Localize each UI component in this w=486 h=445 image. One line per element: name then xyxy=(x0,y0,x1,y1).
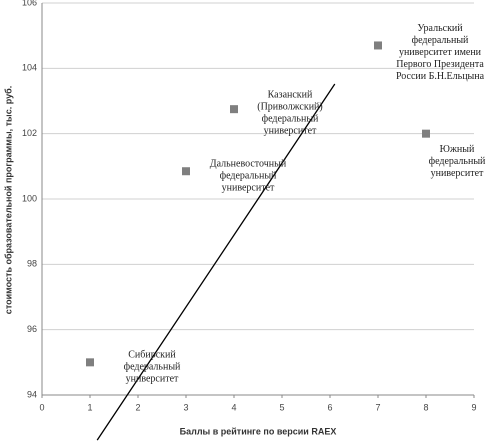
point-label: Сибирский xyxy=(128,350,176,361)
y-tick-label: 96 xyxy=(27,324,37,334)
point-label: федеральный xyxy=(124,362,181,373)
x-tick-label: 4 xyxy=(231,402,236,412)
point-label: России Б.Н.Ельцына xyxy=(396,71,485,82)
x-tick-label: 6 xyxy=(327,402,332,412)
point-label: Дальневосточный xyxy=(210,159,287,170)
point xyxy=(182,167,190,176)
point xyxy=(230,105,238,114)
x-tick-label: 8 xyxy=(423,402,428,412)
point xyxy=(86,358,94,367)
point-label: федеральный xyxy=(412,35,469,46)
y-tick-label: 98 xyxy=(27,259,37,269)
point-label: Казанский xyxy=(268,89,313,100)
point xyxy=(374,41,382,50)
point-label: университет xyxy=(431,168,484,179)
x-tick-label: 9 xyxy=(471,402,476,412)
x-tick-label: 5 xyxy=(279,402,284,412)
point-label: (Приволжский) xyxy=(257,101,322,112)
x-tick-label: 1 xyxy=(87,402,92,412)
y-tick-label: 106 xyxy=(22,0,37,7)
x-axis-title: Баллы в рейтинге по версии RAEX xyxy=(180,426,337,436)
point-label: университет xyxy=(222,183,275,194)
y-tick-label: 102 xyxy=(22,128,37,138)
point-label: университет xyxy=(264,125,317,136)
y-tick-label: 100 xyxy=(22,193,37,203)
trend-line xyxy=(96,83,336,441)
point xyxy=(422,129,430,138)
point-label: федеральный xyxy=(220,171,277,182)
x-tick-label: 2 xyxy=(135,402,140,412)
x-tick-label: 3 xyxy=(183,402,188,412)
point-label: Южный xyxy=(440,144,475,155)
point-label: университет имени xyxy=(399,47,482,58)
y-tick-label: 104 xyxy=(22,63,37,73)
point-label: Первого Президента xyxy=(396,59,484,70)
y-tick-label: 94 xyxy=(27,389,37,399)
point-label: федеральный xyxy=(262,113,319,124)
x-tick-label: 7 xyxy=(375,402,380,412)
point-label: федеральный xyxy=(429,156,486,167)
point-label: университет xyxy=(126,374,179,385)
point-label: Уральский xyxy=(417,23,463,34)
x-tick-label: 0 xyxy=(39,402,44,412)
y-axis-title: стоимость образовательной программы, тыс… xyxy=(3,86,13,314)
